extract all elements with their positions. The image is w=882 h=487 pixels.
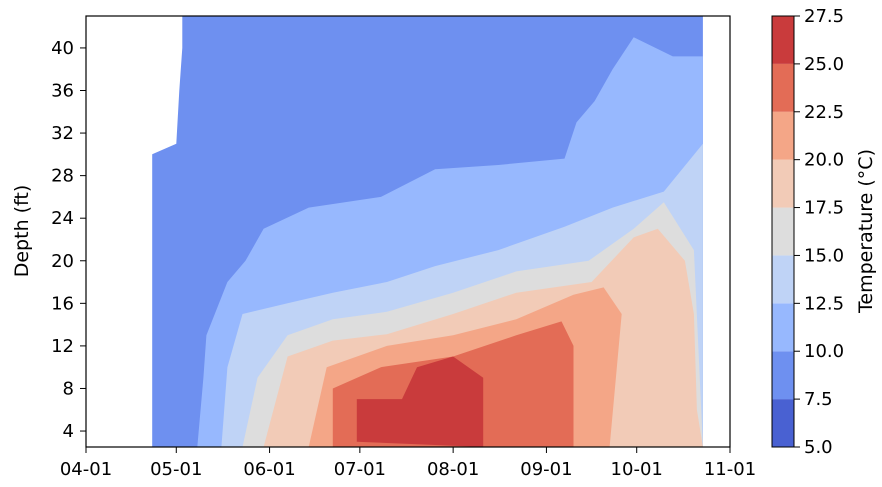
colorbar-segment: [772, 303, 794, 352]
contour-fills: [152, 16, 703, 447]
colorbar-tick-label: 15.0: [804, 245, 844, 266]
colorbar-tick-label: 17.5: [804, 198, 844, 219]
colorbar-tick-label: 7.5: [804, 389, 833, 410]
x-tick-label: 06-01: [243, 459, 295, 480]
colorbar-frame: [771, 15, 795, 448]
y-tick-label: 20: [51, 251, 74, 272]
colorbar-segment: [772, 399, 794, 447]
colorbar-segment: [772, 159, 794, 208]
y-tick-label: 28: [51, 166, 74, 187]
x-tick-label: 05-01: [150, 459, 202, 480]
colorbar-tick-label: 22.5: [804, 102, 844, 123]
colorbar-segment: [772, 16, 794, 64]
colorbar: 5.0 7.5 10.0 12.5 15.0 17.5 20.0 22.5 25.0 27.5: [771, 6, 844, 458]
x-tick-label: 11-01: [704, 459, 756, 480]
y-tick-label: 16: [51, 293, 74, 314]
colorbar-segment: [772, 63, 794, 112]
y-tick-label: 36: [51, 80, 74, 101]
y-axis: 4 8 12 16 20 24 28 32 36 40: [51, 38, 86, 442]
x-tick-label: 07-01: [334, 459, 386, 480]
x-axis: 04-01 05-01 06-01 07-01 08-01 09-01 10-01 11-01: [60, 447, 756, 480]
colorbar-segment: [772, 351, 794, 400]
y-tick-label: 4: [63, 421, 74, 442]
colorbar-tick-label: 12.5: [804, 293, 844, 314]
colorbar-tick-label: 27.5: [804, 6, 844, 27]
y-tick-label: 12: [51, 336, 74, 357]
colorbar-tick-label: 10.0: [804, 341, 844, 362]
colorbar-segment: [772, 207, 794, 256]
colorbar-tick-label: 20.0: [804, 150, 844, 171]
y-tick-label: 32: [51, 123, 74, 144]
x-tick-label: 09-01: [520, 459, 572, 480]
y-axis-label: Depth (ft): [11, 185, 33, 278]
plot-frame: [85, 15, 731, 448]
y-tick-label: 40: [51, 38, 74, 59]
colorbar-segment: [772, 111, 794, 160]
x-tick-label: 10-01: [611, 459, 663, 480]
y-tick-label: 24: [51, 208, 74, 229]
colorbar-segment: [772, 255, 794, 304]
colorbar-tick-label: 25.0: [804, 54, 844, 75]
colorbar-tick-label: 5.0: [804, 437, 833, 458]
x-tick-label: 08-01: [427, 459, 479, 480]
x-tick-label: 04-01: [60, 459, 112, 480]
colorbar-label: Temperature (°C): [855, 149, 877, 314]
band-above-25: [356, 356, 484, 447]
y-tick-label: 8: [63, 378, 74, 399]
